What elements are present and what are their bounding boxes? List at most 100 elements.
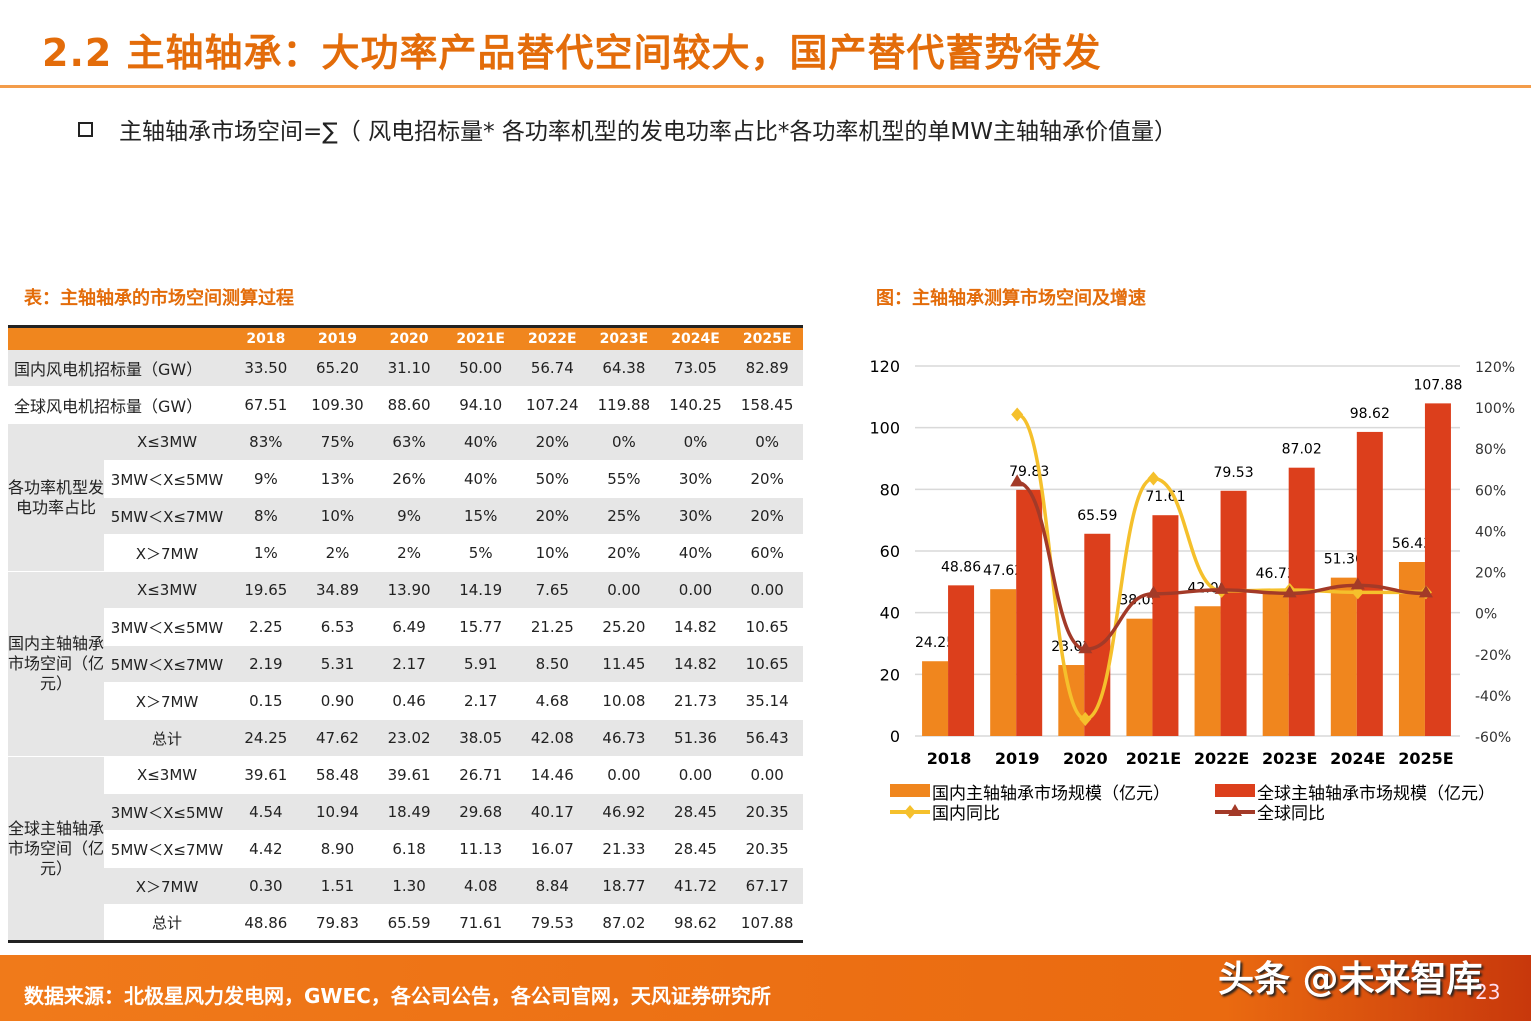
row-label: 3MW＜X≤5MW: [104, 608, 231, 646]
data-label: 46.73: [1256, 566, 1296, 582]
table-cell: 30%: [659, 497, 732, 535]
table-cell: 39.61: [373, 756, 445, 794]
table-cell: 29.68: [444, 793, 517, 831]
x-tick-label: 2018: [927, 749, 972, 768]
table-cell: 40%: [444, 423, 517, 461]
row-label: 3MW＜X≤5MW: [104, 793, 231, 831]
table-cell: 18.77: [588, 867, 660, 905]
year-header: 2022E: [516, 326, 589, 350]
table-cell: 6.49: [373, 608, 445, 646]
table-cell: 39.61: [230, 756, 302, 794]
table-cell: 0.90: [301, 682, 374, 720]
global-bar: [1424, 403, 1451, 736]
global-yoy-point: [1214, 581, 1229, 594]
data-label: 71.61: [1145, 489, 1185, 505]
table-caption: 表：主轴轴承的市场空间测算过程: [24, 288, 294, 309]
global-bar: [1152, 515, 1179, 736]
table-cell: 2%: [373, 534, 445, 572]
table-cell: 13.90: [373, 571, 445, 609]
table-cell: 107.24: [516, 386, 589, 424]
table-cell: 16.07: [516, 830, 589, 868]
legend-swatch: [1215, 784, 1255, 797]
global-bar: [1016, 489, 1043, 736]
table-cell: 9%: [373, 497, 445, 535]
table-cell: 0.00: [731, 571, 803, 609]
table-cell: 109.30: [301, 386, 374, 424]
table-cell: 10.65: [731, 608, 803, 646]
table-cell: 42.08: [516, 719, 589, 757]
table-cell: 1.30: [373, 867, 445, 905]
data-label: 107.88: [1413, 377, 1462, 393]
global-yoy-point: [1010, 474, 1025, 487]
table-cell: 48.86: [230, 904, 302, 942]
row-label: X≤3MW: [104, 571, 231, 609]
table-row: 总计 24.25 47.62 23.02 38.05 42.08 46.73 51.36 56.…: [8, 719, 803, 757]
x-tick-label: 2020: [1063, 749, 1108, 768]
table-cell: 79.53: [516, 904, 589, 942]
table-cell: 13%: [301, 460, 374, 498]
table-cell: 82.89: [731, 349, 803, 387]
table-cell: 60%: [731, 534, 803, 572]
table-cell: 46.92: [588, 793, 660, 831]
year-header: 2021E: [444, 326, 517, 350]
legend-label: 全球主轴轴承市场规模（亿元）: [1257, 784, 1495, 804]
row-label: 5MW＜X≤7MW: [104, 645, 231, 683]
table-cell: 56.43: [731, 719, 803, 757]
table-cell: 119.88: [588, 386, 660, 424]
table-cell: 20%: [588, 534, 660, 572]
global-yoy-point: [1350, 577, 1365, 590]
domestic-yoy-point: [1011, 407, 1024, 422]
table-cell: 2.19: [230, 645, 302, 683]
y2-tick-label: -40%: [1475, 689, 1511, 705]
table-cell: 20.35: [731, 830, 803, 868]
x-tick-label: 2023E: [1262, 749, 1317, 768]
table-cell: 6.53: [301, 608, 374, 646]
table-cell: 8.90: [301, 830, 374, 868]
table-cell: 88.60: [373, 386, 445, 424]
legend-swatch: [890, 784, 930, 797]
x-tick-label: 2022E: [1194, 749, 1249, 768]
legend-label: 国内主轴轴承市场规模（亿元）: [932, 784, 1170, 804]
table-cell: 5%: [444, 534, 517, 572]
y2-tick-label: 0%: [1475, 607, 1497, 623]
table-cell: 28.45: [659, 830, 732, 868]
table-cell: 0.00: [659, 756, 732, 794]
table-cell: 14.19: [444, 571, 517, 609]
table-cell: 20%: [731, 460, 803, 498]
table-cell: 20%: [516, 423, 589, 461]
global-yoy-line: [1016, 480, 1426, 652]
year-header: 2018: [230, 326, 302, 350]
table-cell: 4.68: [516, 682, 589, 720]
table-cell: 51.36: [659, 719, 732, 757]
table-cell: 10.94: [301, 793, 374, 831]
year-header: 2025E: [731, 326, 803, 350]
table-cell: 20.35: [731, 793, 803, 831]
table-row: 全球风电机招标量（GW） 67.51 109.30 88.60 94.10 107.24 1…: [8, 386, 803, 424]
table-cell: 50%: [516, 460, 589, 498]
y2-tick-label: 120%: [1475, 360, 1515, 376]
table-cell: 24.25: [230, 719, 302, 757]
table-row: 3MW＜X≤5MW 4.54 10.94 18.49 29.68 40.17 46.92 28…: [8, 793, 803, 831]
table-cell: 46.73: [588, 719, 660, 757]
table-cell: 87.02: [588, 904, 660, 942]
table-row: 3MW＜X≤5MW 2.25 6.53 6.49 15.77 21.25 25.20 14.8…: [8, 608, 803, 646]
row-label: 国内风电机招标量（GW）: [8, 349, 231, 387]
table-cell: 25%: [588, 497, 660, 535]
year-header: 2020: [373, 326, 445, 350]
table-cell: 63%: [373, 423, 445, 461]
chart-caption: 图：主轴轴承测算市场空间及增速: [876, 288, 1146, 309]
x-tick-label: 2021E: [1126, 749, 1181, 768]
row-label: X≤3MW: [104, 423, 231, 461]
table-cell: 75%: [301, 423, 374, 461]
table-cell: 40.17: [516, 793, 589, 831]
global-bar: [1288, 467, 1315, 736]
table-cell: 40%: [444, 460, 517, 498]
header-blank: [8, 326, 231, 350]
table-cell: 20%: [731, 497, 803, 535]
table-cell: 8%: [230, 497, 302, 535]
y-tick-label: 120: [869, 357, 900, 376]
domestic-yoy-point: [1147, 471, 1160, 486]
table-cell: 67.17: [731, 867, 803, 905]
table-row: 国内风电机招标量（GW） 33.50 65.20 31.10 50.00 56.74 64.…: [8, 349, 803, 387]
table-cell: 14.82: [659, 608, 732, 646]
